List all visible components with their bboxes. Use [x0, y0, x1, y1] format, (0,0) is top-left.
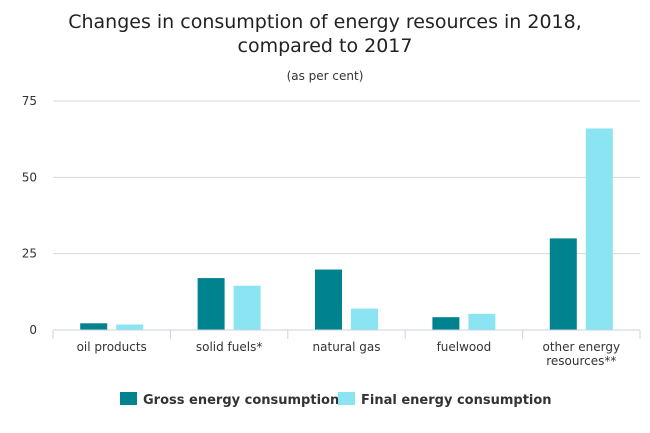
y-tick-label-75: 75: [22, 94, 37, 108]
x-tick-label-4: other energy: [542, 340, 620, 354]
x-tick-label-2: natural gas: [313, 340, 381, 354]
bar-final-0: [116, 324, 144, 330]
legend: Gross energy consumption Final energy con…: [120, 392, 552, 408]
grid-layer: [53, 100, 640, 255]
bar-gross-0: [80, 323, 108, 330]
x-tick-label-4-line-2: resources**: [546, 354, 616, 368]
bar-gross-2: [315, 269, 342, 330]
y-tick-label-0: 0: [29, 323, 37, 337]
legend-label-0: Gross energy consumption: [143, 393, 339, 408]
legend-swatch-1: [338, 392, 355, 405]
bar-final-2: [351, 308, 378, 330]
legend-swatch-0: [120, 392, 137, 405]
bar-final-1: [233, 285, 261, 330]
bar-layer: [80, 128, 613, 330]
y-tick-label-50: 50: [22, 170, 37, 184]
x-tick-label-3: fuelwood: [437, 340, 492, 354]
bar-final-3: [468, 313, 496, 330]
bar-gross-1: [197, 278, 225, 330]
chart-title-line-2: compared to 2017: [238, 35, 413, 57]
y-tick-label-25: 25: [22, 247, 37, 261]
axis-layer: 0 25 50 75 oil products solid fuels* natural g…: [22, 94, 641, 368]
x-tick-label-0: oil products: [77, 340, 147, 354]
bar-gross-4: [549, 238, 577, 330]
bar-gross-3: [432, 317, 460, 330]
chart-title-line-1: Changes in consumption of energy resourc…: [68, 11, 582, 33]
bar-final-4: [585, 128, 613, 330]
chart-subtitle: (as per cent): [287, 69, 364, 83]
legend-label-1: Final energy consumption: [361, 393, 552, 408]
x-tick-label-1: solid fuels*: [196, 340, 263, 354]
